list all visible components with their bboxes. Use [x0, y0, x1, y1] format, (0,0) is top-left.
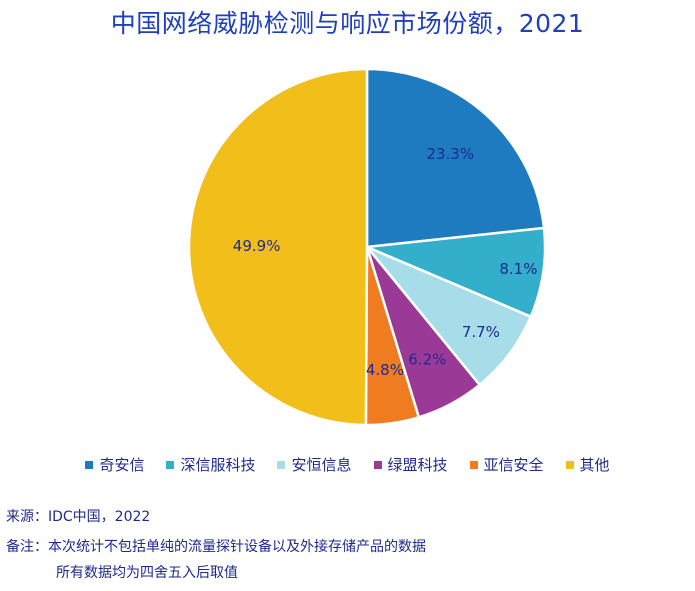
legend-label: 其他 — [579, 456, 610, 474]
legend-label: 安恒信息 — [291, 456, 352, 474]
legend-swatch — [565, 460, 574, 469]
remark-note: 备注：本次统计不包括单纯的流量探针设备以及外接存储产品的数据 — [6, 539, 426, 555]
legend-swatch — [277, 460, 286, 469]
slice-label-4: 6.2% — [408, 351, 446, 369]
legend-item-3: 安恒信息 — [277, 454, 352, 475]
legend-swatch — [373, 460, 382, 469]
legend-swatch — [85, 460, 94, 469]
remark-note-2: 所有数据均为四舍五入后取值 — [56, 565, 238, 581]
legend-item-6: 其他 — [565, 454, 610, 475]
legend-item-5: 亚信安全 — [469, 454, 544, 475]
legend-item-1: 奇安信 — [85, 454, 144, 475]
slice-label-2: 8.1% — [499, 260, 537, 278]
legend-swatch — [469, 460, 478, 469]
pie-chart: 23.3% 8.1% 7.7% 6.2%4.8% 49.9% — [187, 67, 547, 427]
chart-title: 中国网络威胁检测与响应市场份额，2021 — [110, 9, 585, 38]
slice-label-5: 4.8% — [366, 361, 404, 379]
legend-label: 绿盟科技 — [387, 456, 448, 474]
slice-label-1: 23.3% — [426, 145, 474, 163]
legend-swatch — [166, 460, 175, 469]
legend-label: 深信服科技 — [180, 456, 256, 474]
source-note: 来源：IDC中国，2022 — [6, 509, 151, 525]
legend: 奇安信 深信服科技 安恒信息 绿盟科技 亚信安全 其他 — [0, 454, 695, 475]
legend-label: 亚信安全 — [483, 456, 544, 474]
slice-label-3: 7.7% — [462, 323, 500, 341]
legend-item-4: 绿盟科技 — [373, 454, 448, 475]
slice-label-6: 49.9% — [233, 237, 281, 255]
pie-slice-1 — [365, 67, 546, 249]
legend-item-2: 深信服科技 — [166, 454, 255, 475]
pie-slice-2 — [362, 226, 547, 319]
legend-label: 奇安信 — [99, 456, 145, 474]
pie-slice-6 — [187, 67, 369, 427]
